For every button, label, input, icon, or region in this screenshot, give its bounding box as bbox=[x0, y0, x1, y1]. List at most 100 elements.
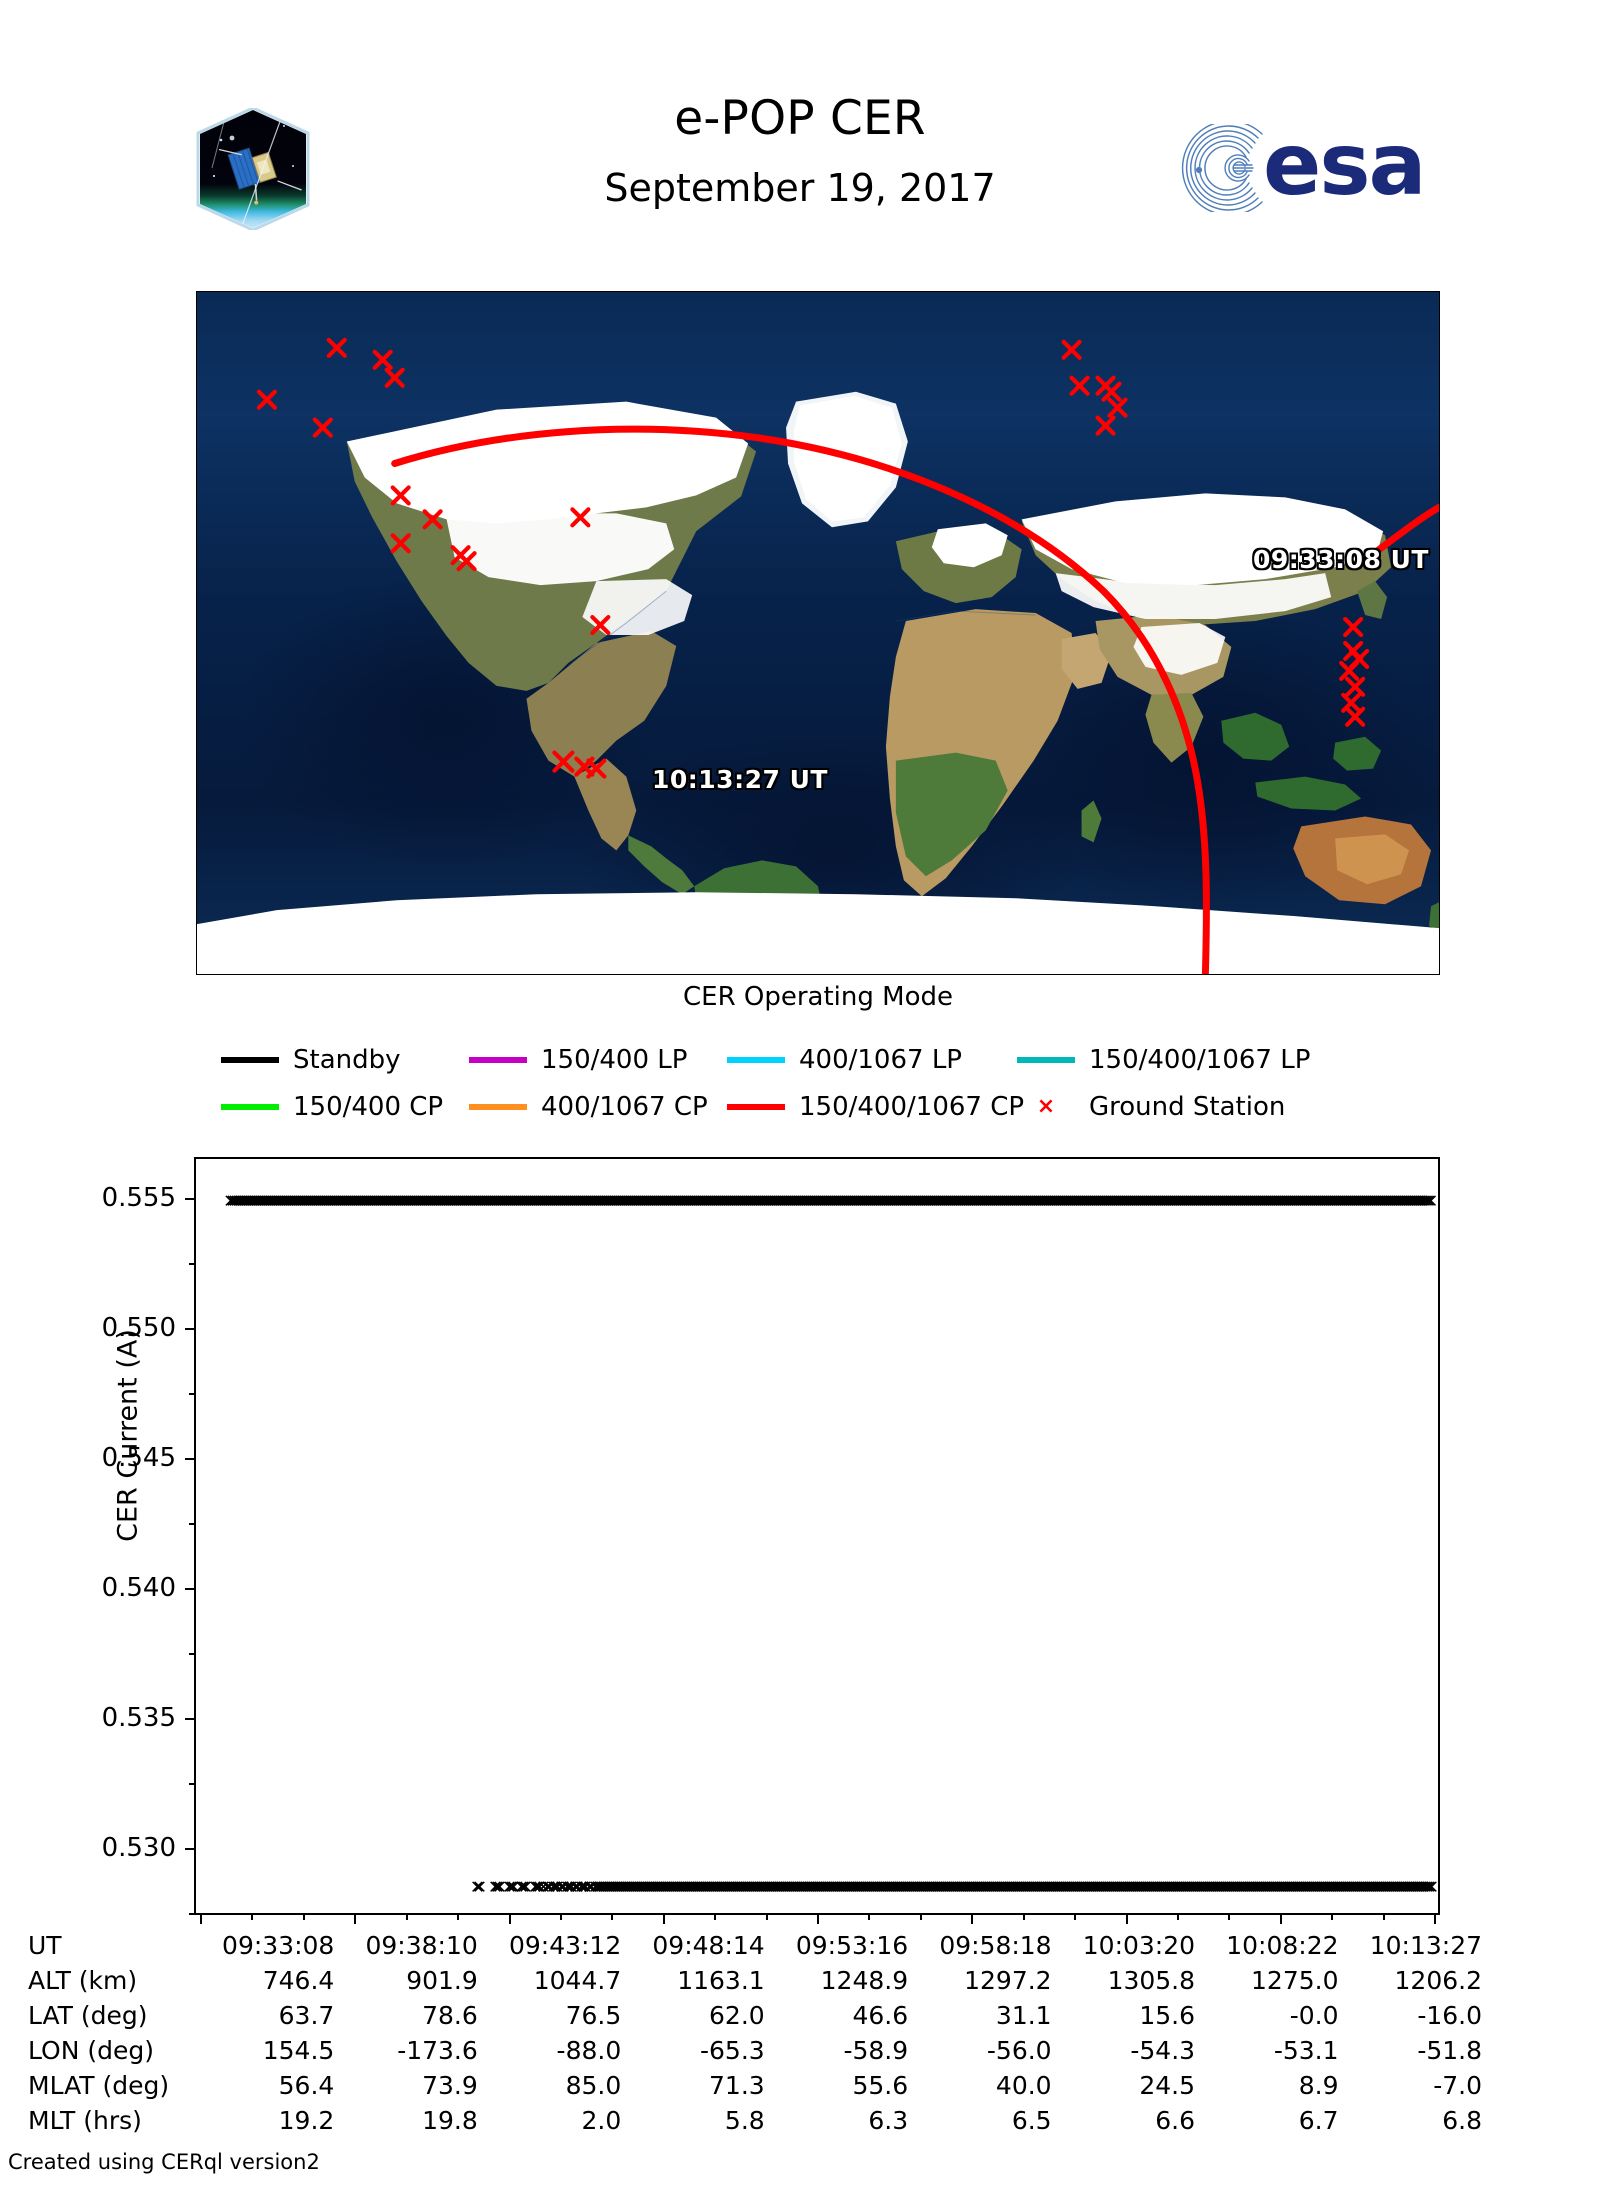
data-point-marker: × bbox=[1120, 1189, 1137, 1212]
data-point-marker: × bbox=[872, 1189, 889, 1212]
legend-item-400-1067-lp[interactable]: 400/1067 LP bbox=[727, 1045, 1017, 1075]
data-point-marker: × bbox=[376, 1189, 393, 1212]
data-point-marker: × bbox=[468, 1189, 485, 1212]
table-cell: 1044.7 bbox=[533, 1966, 622, 1995]
y-tick-major bbox=[185, 1848, 196, 1850]
data-point-marker: × bbox=[392, 1189, 409, 1212]
data-point-marker: × bbox=[656, 1189, 673, 1212]
legend-item-150-400-lp[interactable]: 150/400 LP bbox=[469, 1045, 727, 1075]
x-tick-major bbox=[1434, 1913, 1436, 1924]
data-point-marker: × bbox=[262, 1189, 279, 1212]
page-header: e-POP CER September 19, 2017 bbox=[0, 0, 1600, 280]
data-point-marker: × bbox=[778, 1189, 795, 1212]
table-cell: 1163.1 bbox=[677, 1966, 765, 1995]
data-point-marker: × bbox=[366, 1189, 383, 1212]
legend-item-150-400-cp[interactable]: 150/400 CP bbox=[221, 1092, 469, 1122]
table-cell: 10:13:27 bbox=[1369, 1931, 1482, 1960]
table-cell: -53.1 bbox=[1273, 2036, 1339, 2065]
data-point-marker: × bbox=[270, 1189, 287, 1212]
cassiope-mission-patch-logo bbox=[196, 108, 310, 230]
y-tick-minor bbox=[189, 1393, 196, 1395]
data-point-marker: × bbox=[1006, 1189, 1023, 1212]
data-point-marker: × bbox=[674, 1189, 691, 1212]
data-point-marker: × bbox=[884, 1189, 901, 1212]
table-cell: 73.9 bbox=[422, 2071, 478, 2100]
data-point-marker: × bbox=[900, 1189, 917, 1212]
legend-item-150-400-1067-lp[interactable]: 150/400/1067 LP bbox=[1017, 1045, 1310, 1075]
data-point-marker: × bbox=[1048, 1189, 1065, 1212]
data-point-marker: × bbox=[820, 1189, 837, 1212]
data-point-marker: × bbox=[818, 1189, 835, 1212]
data-point-marker: × bbox=[696, 1189, 713, 1212]
legend-item-ground-station[interactable]: × Ground Station bbox=[1017, 1092, 1286, 1122]
legend-item-400-1067-cp[interactable]: 400/1067 CP bbox=[469, 1092, 727, 1122]
data-point-marker: × bbox=[400, 1189, 417, 1212]
data-point-marker: × bbox=[471, 1875, 488, 1898]
data-point-marker: × bbox=[1140, 1189, 1157, 1212]
data-point-marker: × bbox=[1423, 1875, 1438, 1898]
data-point-marker: × bbox=[430, 1189, 447, 1212]
cer-current-plot[interactable]: × × × × × × × × × × × × × × × × × × × × × × × × × × × × × × × × × × × × × × × ×… bbox=[185, 1157, 1440, 1924]
data-point-marker: × bbox=[970, 1189, 987, 1212]
data-point-marker: × bbox=[238, 1189, 255, 1212]
data-point-marker: × bbox=[298, 1189, 315, 1212]
data-point-marker: × bbox=[624, 1189, 641, 1212]
data-point-marker: × bbox=[856, 1189, 873, 1212]
table-cell: 56.4 bbox=[278, 2071, 335, 2100]
data-point-marker: × bbox=[350, 1189, 367, 1212]
table-cell: 6.7 bbox=[1298, 2106, 1339, 2135]
data-point-marker: × bbox=[506, 1189, 523, 1212]
data-point-marker: × bbox=[536, 1189, 553, 1212]
table-row: ALT (km) 746.4 901.9 1044.7 1163.1 1248.9 1297… bbox=[28, 1963, 1488, 1998]
data-point-marker: × bbox=[1080, 1189, 1097, 1212]
data-point-marker: × bbox=[762, 1189, 779, 1212]
data-point-marker: × bbox=[608, 1189, 625, 1212]
data-point-marker: × bbox=[734, 1189, 751, 1212]
legend-item-standby[interactable]: Standby bbox=[221, 1045, 469, 1075]
table-cell: 2.0 bbox=[581, 2106, 622, 2135]
data-point-marker: × bbox=[880, 1189, 897, 1212]
data-point-marker: × bbox=[258, 1189, 275, 1212]
data-point-marker: × bbox=[922, 1189, 939, 1212]
data-point-marker: × bbox=[570, 1189, 587, 1212]
data-point-marker: × bbox=[1000, 1189, 1017, 1212]
data-point-marker: × bbox=[626, 1189, 643, 1212]
data-point-marker: × bbox=[666, 1189, 683, 1212]
data-point-marker: × bbox=[476, 1189, 493, 1212]
data-point-marker: × bbox=[620, 1189, 637, 1212]
data-point-marker: × bbox=[1082, 1189, 1099, 1212]
data-point-marker: × bbox=[610, 1189, 627, 1212]
data-point-marker: × bbox=[228, 1189, 245, 1212]
data-point-marker: × bbox=[916, 1189, 933, 1212]
data-point-marker: × bbox=[796, 1189, 813, 1212]
data-point-marker: × bbox=[726, 1189, 743, 1212]
x-tick-minor bbox=[714, 1913, 717, 1920]
table-cell: 55.6 bbox=[852, 2071, 909, 2100]
data-point-marker: × bbox=[928, 1189, 945, 1212]
table-cell: 10:08:22 bbox=[1226, 1931, 1339, 1960]
data-point-marker: × bbox=[1010, 1189, 1027, 1212]
data-point-marker: × bbox=[604, 1189, 621, 1212]
legend-item-150-400-1067-cp[interactable]: 150/400/1067 CP bbox=[727, 1092, 1024, 1122]
data-point-marker: × bbox=[522, 1189, 539, 1212]
data-point-marker: × bbox=[490, 1189, 507, 1212]
data-point-marker: × bbox=[568, 1189, 585, 1212]
data-point-marker: × bbox=[814, 1189, 831, 1212]
data-point-marker: × bbox=[758, 1189, 775, 1212]
data-point-marker: × bbox=[420, 1189, 437, 1212]
data-point-marker: × bbox=[832, 1189, 849, 1212]
data-point-marker: × bbox=[764, 1189, 781, 1212]
table-cell: 6.3 bbox=[868, 2106, 909, 2135]
data-point-marker: × bbox=[354, 1189, 371, 1212]
data-point-marker: × bbox=[242, 1189, 259, 1212]
data-point-marker: × bbox=[1128, 1189, 1145, 1212]
data-point-marker: × bbox=[802, 1189, 819, 1212]
data-point-marker: × bbox=[746, 1189, 763, 1212]
data-point-marker: × bbox=[938, 1189, 955, 1212]
data-point-marker: × bbox=[1040, 1189, 1057, 1212]
data-point-marker: × bbox=[1084, 1189, 1101, 1212]
data-point-marker: × bbox=[658, 1189, 675, 1212]
data-point-marker: × bbox=[1136, 1189, 1153, 1212]
ground-track-map[interactable]: 09:33:08 UT 10:13:27 UT bbox=[196, 291, 1440, 975]
x-tick-minor bbox=[611, 1913, 614, 1920]
